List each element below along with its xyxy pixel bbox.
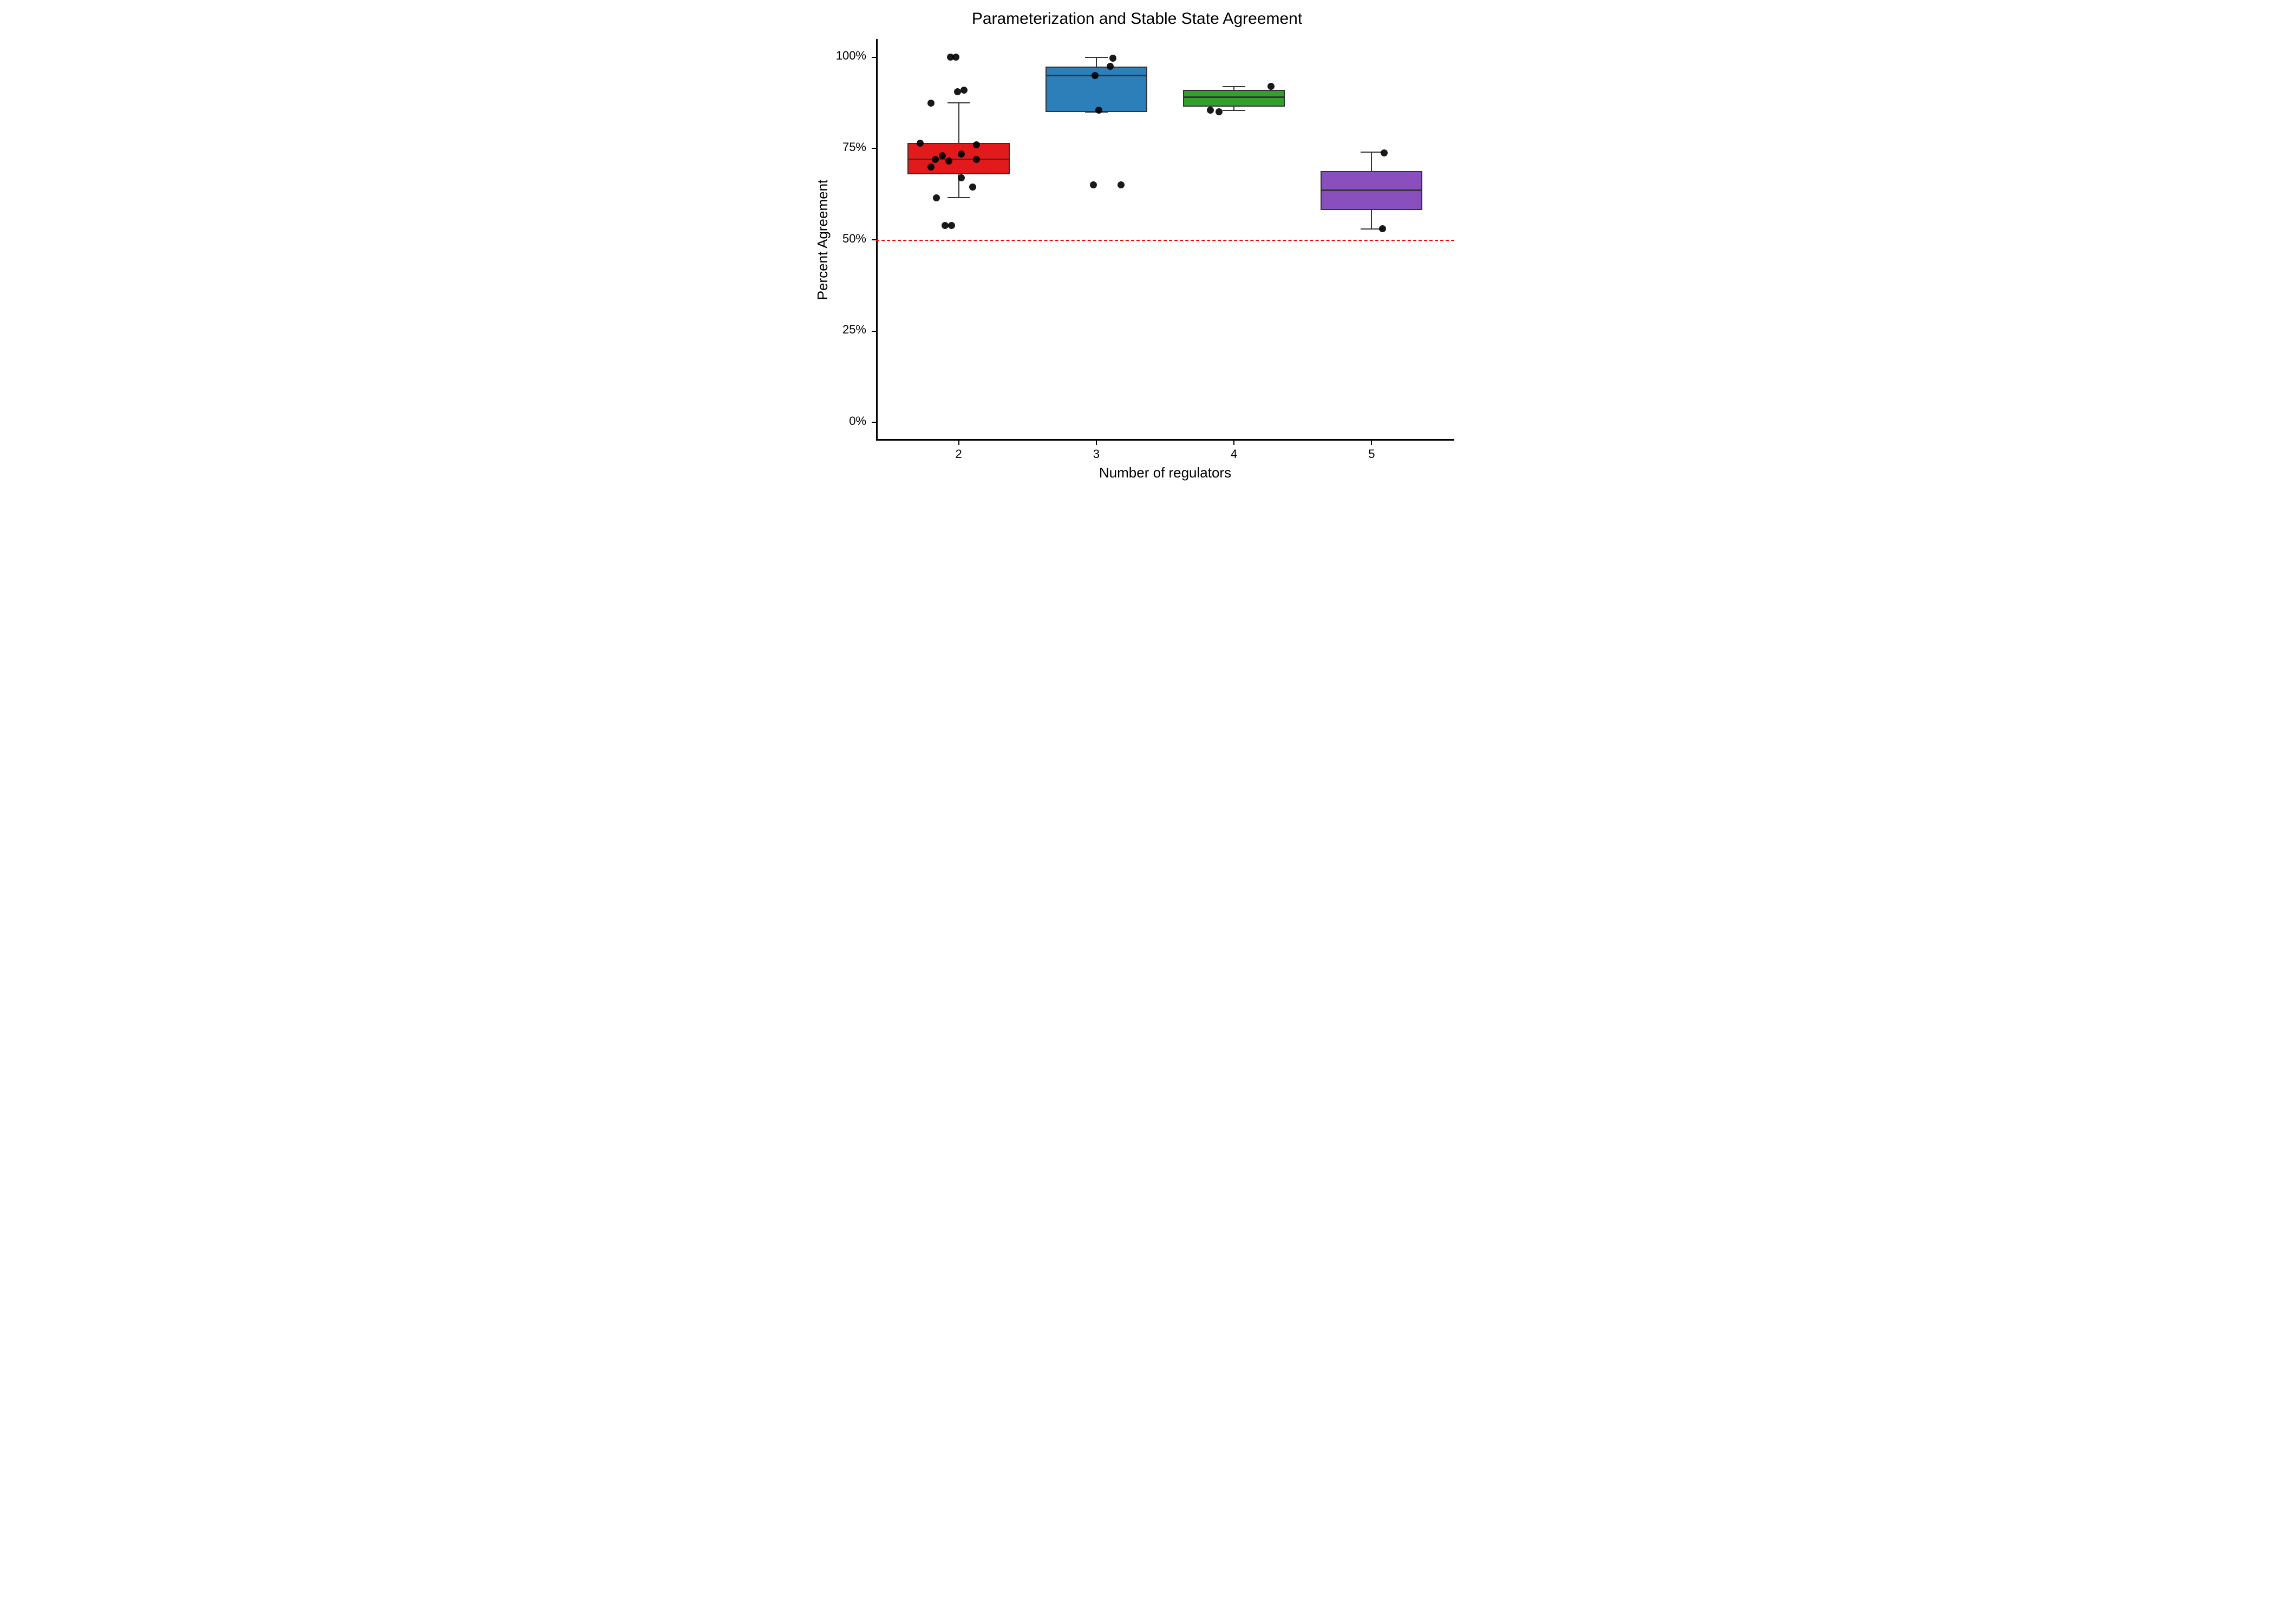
whisker-lower	[1371, 210, 1372, 229]
y-tick	[872, 331, 876, 332]
x-axis-line	[876, 439, 1454, 441]
whisker-cap-upper	[948, 102, 970, 103]
data-point	[927, 100, 935, 107]
box-4	[1183, 90, 1285, 106]
median-line	[907, 159, 1009, 160]
whisker-cap-upper	[1361, 152, 1383, 153]
x-tick-label: 5	[1350, 447, 1393, 461]
x-tick-label: 2	[937, 447, 981, 461]
data-point	[954, 88, 961, 95]
data-point	[1107, 63, 1114, 70]
whisker-cap-lower	[948, 197, 970, 198]
median-line	[1183, 96, 1285, 98]
y-tick	[872, 239, 876, 240]
data-point	[1109, 55, 1116, 62]
data-point	[958, 174, 965, 181]
data-point	[948, 222, 955, 229]
y-tick-label: 100%	[796, 49, 866, 63]
whisker-upper	[1233, 87, 1234, 90]
x-tick	[1233, 441, 1234, 445]
x-tick-label: 4	[1212, 447, 1256, 461]
whisker-cap-lower	[1223, 110, 1245, 111]
x-tick-label: 3	[1075, 447, 1118, 461]
median-line	[1321, 189, 1422, 191]
data-point	[927, 163, 935, 171]
chart-container: Parameterization and Stable State Agreem…	[796, 0, 1478, 487]
data-point	[932, 156, 939, 163]
x-tick	[958, 441, 959, 445]
whisker-upper	[1096, 57, 1097, 67]
y-tick-label: 0%	[796, 414, 866, 428]
x-axis-label: Number of regulators	[876, 464, 1454, 481]
whisker-cap-upper	[1223, 86, 1245, 87]
y-tick-label: 50%	[796, 232, 866, 246]
y-tick-label: 25%	[796, 323, 866, 337]
whisker-upper	[1371, 152, 1372, 171]
whisker-upper	[958, 103, 959, 143]
data-point	[939, 152, 946, 159]
data-point	[1216, 108, 1223, 115]
y-tick	[872, 57, 876, 58]
reference-line-50pct	[876, 240, 1454, 241]
y-tick-label: 75%	[796, 140, 866, 154]
y-tick	[872, 148, 876, 149]
x-tick	[1096, 441, 1097, 445]
data-point	[942, 222, 949, 229]
x-tick	[1371, 441, 1372, 445]
data-point	[917, 140, 924, 147]
whisker-cap-upper	[1085, 57, 1107, 58]
y-tick	[872, 422, 876, 423]
data-point	[1092, 72, 1099, 79]
chart-title: Parameterization and Stable State Agreem…	[796, 10, 1478, 28]
data-point	[1381, 149, 1388, 156]
data-point	[969, 184, 976, 191]
